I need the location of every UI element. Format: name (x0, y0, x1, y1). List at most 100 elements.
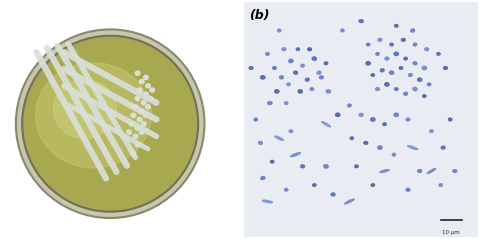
Ellipse shape (138, 117, 142, 122)
Ellipse shape (140, 80, 144, 84)
Ellipse shape (392, 153, 396, 156)
Ellipse shape (422, 94, 426, 98)
Ellipse shape (384, 57, 389, 60)
Ellipse shape (364, 141, 368, 145)
Ellipse shape (144, 113, 148, 117)
Ellipse shape (258, 141, 263, 145)
Ellipse shape (260, 75, 266, 79)
Ellipse shape (390, 43, 394, 46)
Ellipse shape (284, 188, 288, 191)
Ellipse shape (378, 146, 382, 150)
Ellipse shape (326, 89, 331, 93)
Ellipse shape (350, 136, 354, 140)
Ellipse shape (406, 118, 410, 121)
Ellipse shape (441, 146, 446, 150)
Ellipse shape (448, 118, 452, 121)
Ellipse shape (418, 169, 422, 173)
Ellipse shape (279, 76, 284, 79)
Ellipse shape (436, 52, 440, 56)
Ellipse shape (144, 92, 148, 96)
Ellipse shape (140, 109, 144, 113)
Ellipse shape (319, 76, 324, 79)
Ellipse shape (254, 118, 258, 121)
Ellipse shape (430, 130, 434, 133)
Ellipse shape (384, 82, 390, 87)
Text: (a): (a) (12, 21, 31, 34)
Ellipse shape (277, 29, 281, 32)
Ellipse shape (310, 87, 314, 91)
Ellipse shape (266, 52, 270, 56)
Ellipse shape (16, 29, 205, 218)
Ellipse shape (127, 130, 132, 134)
Ellipse shape (424, 47, 429, 51)
Ellipse shape (321, 121, 331, 127)
Ellipse shape (146, 105, 150, 109)
Ellipse shape (133, 105, 138, 109)
Ellipse shape (300, 164, 305, 168)
Ellipse shape (406, 188, 410, 192)
Ellipse shape (407, 145, 418, 150)
Ellipse shape (293, 71, 298, 75)
Ellipse shape (394, 24, 398, 27)
Ellipse shape (358, 19, 364, 23)
Ellipse shape (427, 168, 436, 174)
Ellipse shape (18, 31, 202, 216)
Ellipse shape (316, 71, 322, 75)
Ellipse shape (140, 130, 144, 134)
Ellipse shape (146, 84, 150, 88)
Ellipse shape (274, 136, 284, 141)
Ellipse shape (370, 73, 375, 77)
Ellipse shape (298, 89, 303, 93)
Ellipse shape (443, 66, 448, 70)
Ellipse shape (324, 164, 328, 168)
Ellipse shape (408, 73, 412, 77)
Ellipse shape (417, 78, 422, 82)
Ellipse shape (335, 113, 340, 117)
Ellipse shape (410, 29, 415, 33)
Ellipse shape (366, 61, 370, 65)
Ellipse shape (300, 64, 304, 67)
Text: 10 μm: 10 μm (442, 230, 460, 235)
Ellipse shape (142, 122, 146, 126)
Ellipse shape (371, 183, 375, 187)
Ellipse shape (129, 122, 134, 126)
Ellipse shape (305, 78, 310, 81)
Ellipse shape (22, 35, 199, 212)
Ellipse shape (340, 29, 344, 32)
Ellipse shape (394, 113, 399, 117)
Ellipse shape (404, 92, 408, 96)
Ellipse shape (378, 38, 382, 42)
Ellipse shape (133, 134, 138, 138)
Ellipse shape (382, 122, 386, 126)
Ellipse shape (312, 56, 317, 61)
Ellipse shape (135, 71, 140, 75)
Ellipse shape (282, 47, 286, 51)
Ellipse shape (344, 199, 355, 204)
Ellipse shape (427, 83, 431, 86)
Ellipse shape (144, 75, 148, 80)
Ellipse shape (330, 193, 336, 196)
Ellipse shape (399, 66, 403, 70)
Ellipse shape (267, 101, 272, 105)
Ellipse shape (262, 200, 273, 203)
Ellipse shape (24, 38, 197, 210)
Ellipse shape (404, 57, 407, 60)
Ellipse shape (375, 87, 380, 91)
Ellipse shape (312, 183, 316, 187)
Ellipse shape (131, 151, 136, 155)
Ellipse shape (380, 68, 384, 72)
Ellipse shape (36, 63, 151, 168)
Ellipse shape (359, 113, 364, 117)
Ellipse shape (438, 183, 443, 187)
Ellipse shape (286, 83, 290, 86)
Ellipse shape (376, 52, 380, 56)
Ellipse shape (452, 169, 457, 173)
Ellipse shape (412, 87, 418, 91)
Ellipse shape (412, 61, 418, 65)
Ellipse shape (270, 160, 274, 163)
Ellipse shape (135, 96, 140, 101)
Ellipse shape (135, 126, 140, 130)
Ellipse shape (308, 47, 312, 51)
Ellipse shape (272, 66, 276, 70)
Ellipse shape (284, 101, 288, 105)
